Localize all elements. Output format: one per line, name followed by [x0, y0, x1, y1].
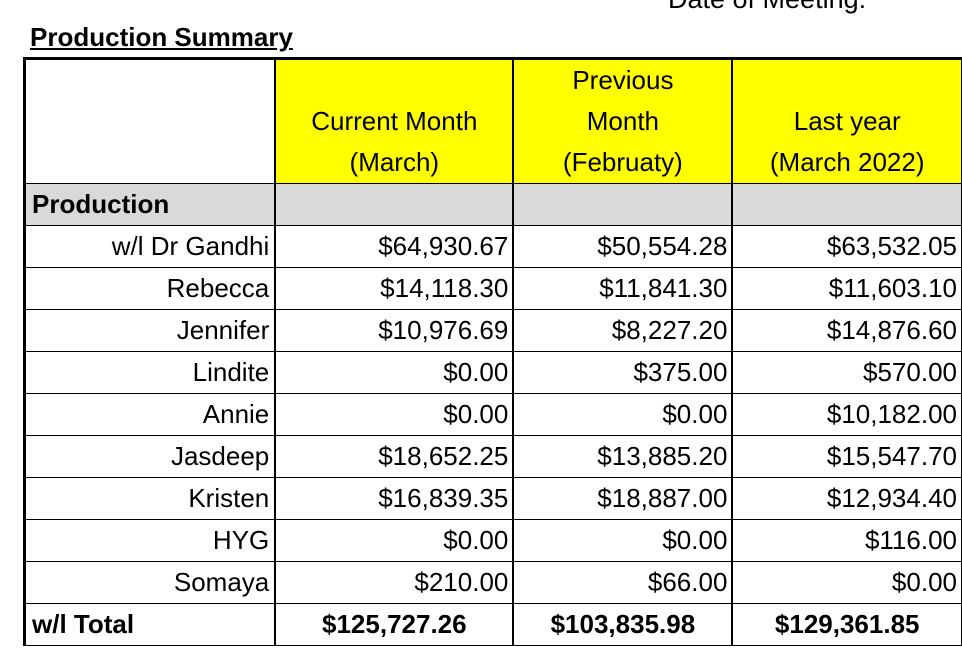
column-header-line: (Februaty)	[562, 147, 683, 177]
provider-name-cell[interactable]: HYG	[23, 519, 277, 562]
last-year-cell[interactable]: $14,876.60	[731, 309, 962, 352]
current-month-cell[interactable]: $0.00	[274, 393, 515, 436]
previous-month-cell[interactable]: $8,227.20	[512, 309, 734, 352]
table-row: HYG $0.00 $0.00 $116.00	[23, 519, 962, 562]
header-corner-cell[interactable]	[23, 57, 277, 184]
previous-month-cell[interactable]: $11,841.30	[512, 267, 734, 310]
total-previous-month-cell[interactable]: $103,835.98	[512, 603, 734, 646]
total-row: w/l Total $125,727.26 $103,835.98 $129,3…	[23, 603, 962, 646]
previous-month-cell[interactable]: $0.00	[512, 393, 734, 436]
section-title: Production Summary	[30, 22, 293, 52]
provider-name-cell[interactable]: w/l Dr Gandhi	[23, 225, 277, 268]
table-row: Jasdeep $18,652.25 $13,885.20 $15,547.70	[23, 435, 962, 478]
provider-name-cell[interactable]: Jennifer	[23, 309, 277, 352]
last-year-cell[interactable]: $116.00	[731, 519, 962, 562]
current-month-cell[interactable]: $0.00	[274, 351, 515, 394]
production-summary-table: Current Month (March) Previous Month (Fe…	[23, 57, 962, 646]
current-month-cell[interactable]: $210.00	[274, 561, 515, 604]
provider-name-cell[interactable]: Annie	[23, 393, 277, 436]
previous-month-cell[interactable]: $50,554.28	[512, 225, 734, 268]
last-year-cell[interactable]: $0.00	[731, 561, 962, 604]
last-year-cell[interactable]: $12,934.40	[731, 477, 962, 520]
column-header-line: (March 2022)	[769, 147, 925, 177]
current-month-cell[interactable]: $14,118.30	[274, 267, 515, 310]
total-label-cell[interactable]: w/l Total	[23, 603, 277, 646]
last-year-cell[interactable]: $570.00	[731, 351, 962, 394]
column-header-line: Current Month	[311, 106, 478, 136]
section-empty-cell[interactable]	[512, 183, 734, 226]
table-row: Rebecca $14,118.30 $11,841.30 $11,603.10	[23, 267, 962, 310]
last-year-cell[interactable]: $15,547.70	[731, 435, 962, 478]
current-month-cell[interactable]: $64,930.67	[274, 225, 515, 268]
provider-name-cell[interactable]: Somaya	[23, 561, 277, 604]
current-month-cell[interactable]: $16,839.35	[274, 477, 515, 520]
total-current-month-cell[interactable]: $125,727.26	[274, 603, 515, 646]
table-row: Annie $0.00 $0.00 $10,182.00	[23, 393, 962, 436]
previous-month-cell[interactable]: $375.00	[512, 351, 734, 394]
data-rows: w/l Dr Gandhi $64,930.67 $50,554.28 $63,…	[23, 225, 962, 604]
meeting-date-label: Date of Meeting:	[668, 0, 866, 14]
last-year-cell[interactable]: $10,182.00	[731, 393, 962, 436]
column-header-line: Month	[586, 106, 660, 136]
current-month-cell[interactable]: $18,652.25	[274, 435, 515, 478]
section-row-production: Production	[23, 183, 962, 226]
table-row: w/l Dr Gandhi $64,930.67 $50,554.28 $63,…	[23, 225, 962, 268]
table-row: Lindite $0.00 $375.00 $570.00	[23, 351, 962, 394]
section-empty-cell[interactable]	[731, 183, 962, 226]
total-last-year-cell[interactable]: $129,361.85	[731, 603, 962, 646]
section-empty-cell[interactable]	[274, 183, 515, 226]
previous-month-cell[interactable]: $18,887.00	[512, 477, 734, 520]
last-year-cell[interactable]: $63,532.05	[731, 225, 962, 268]
last-year-cell[interactable]: $11,603.10	[731, 267, 962, 310]
previous-month-cell[interactable]: $66.00	[512, 561, 734, 604]
provider-name-cell[interactable]: Kristen	[23, 477, 277, 520]
column-header-line: (March)	[349, 147, 440, 177]
column-header-line: Previous	[572, 65, 674, 95]
current-month-cell[interactable]: $10,976.69	[274, 309, 515, 352]
column-header-line: Last year	[793, 106, 901, 136]
provider-name-cell[interactable]: Jasdeep	[23, 435, 277, 478]
column-header-current-month[interactable]: Current Month (March)	[274, 57, 515, 184]
previous-month-cell[interactable]: $13,885.20	[512, 435, 734, 478]
table-row: Jennifer $10,976.69 $8,227.20 $14,876.60	[23, 309, 962, 352]
provider-name-cell[interactable]: Lindite	[23, 351, 277, 394]
table-row: Kristen $16,839.35 $18,887.00 $12,934.40	[23, 477, 962, 520]
provider-name-cell[interactable]: Rebecca	[23, 267, 277, 310]
column-header-last-year[interactable]: Last year (March 2022)	[731, 57, 962, 184]
table-row: Somaya $210.00 $66.00 $0.00	[23, 561, 962, 604]
header-row: Current Month (March) Previous Month (Fe…	[23, 57, 962, 184]
column-header-previous-month[interactable]: Previous Month (Februaty)	[512, 57, 734, 184]
section-label-cell[interactable]: Production	[23, 183, 277, 226]
previous-month-cell[interactable]: $0.00	[512, 519, 734, 562]
current-month-cell[interactable]: $0.00	[274, 519, 515, 562]
